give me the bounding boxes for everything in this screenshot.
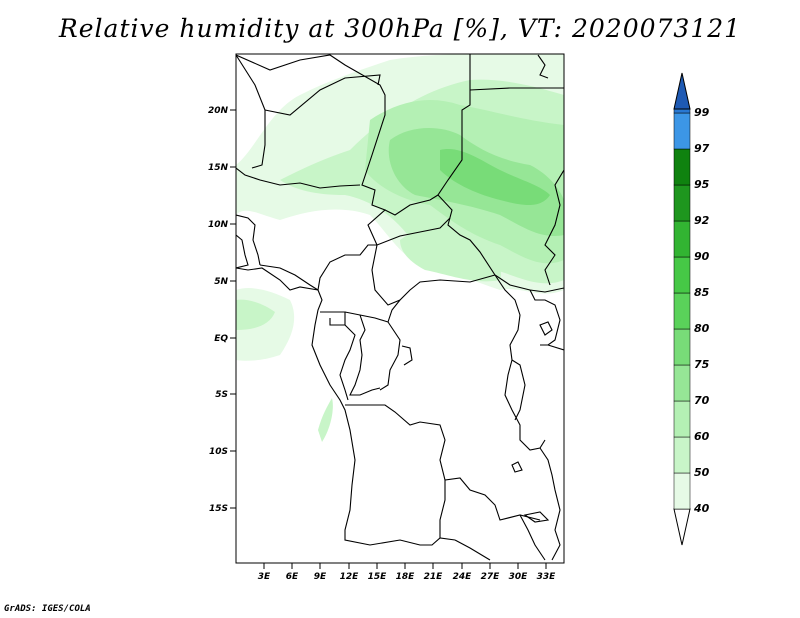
lat-label-10n: 10N bbox=[208, 220, 229, 230]
colorbar-label-85: 85 bbox=[694, 286, 710, 299]
lat-label-5s: 5S bbox=[215, 390, 228, 400]
latitude-axis: 20N 15N 10N 5N EQ 5S 10S 15S bbox=[208, 106, 236, 514]
lon-label-12e: 12E bbox=[340, 572, 360, 582]
country-borders bbox=[236, 54, 564, 561]
colorbar-segment-92 bbox=[673, 184, 691, 222]
lon-label-15e: 15E bbox=[368, 572, 388, 582]
colorbar-label-90: 90 bbox=[694, 250, 710, 263]
colorbar-label-70: 70 bbox=[694, 394, 710, 407]
lat-label-eq: EQ bbox=[214, 334, 228, 344]
lat-label-15n: 15N bbox=[208, 163, 229, 173]
lon-label-30e: 30E bbox=[509, 572, 529, 582]
colorbar-segment-75 bbox=[673, 328, 691, 366]
colorbar-label-60: 60 bbox=[694, 430, 710, 443]
map-frame bbox=[235, 53, 565, 564]
colorbar-label-50: 50 bbox=[694, 466, 710, 479]
colorbar-label-97: 97 bbox=[694, 142, 710, 155]
lat-label-15s: 15S bbox=[209, 504, 228, 514]
colorbar-segment-50 bbox=[673, 436, 691, 474]
colorbar-label-80: 80 bbox=[694, 322, 710, 335]
colorbar: 40 50 60 70 75 80 85 90 92 95 97 99 bbox=[673, 72, 710, 546]
humidity-shading bbox=[236, 54, 564, 442]
lat-label-20n: 20N bbox=[208, 106, 229, 116]
colorbar-segment-90 bbox=[673, 220, 691, 258]
colorbar-label-92: 92 bbox=[694, 214, 710, 227]
lon-label-21e: 21E bbox=[424, 572, 444, 582]
colorbar-segment-80 bbox=[673, 292, 691, 330]
colorbar-label-99: 99 bbox=[694, 106, 710, 119]
lon-label-3e: 3E bbox=[258, 572, 271, 582]
colorbar-segment-85 bbox=[673, 256, 691, 294]
colorbar-segment-97 bbox=[673, 112, 691, 150]
lon-label-27e: 27E bbox=[481, 572, 501, 582]
lon-label-33e: 33E bbox=[537, 572, 557, 582]
lat-label-10s: 10S bbox=[209, 447, 228, 457]
colorbar-segment-99 bbox=[673, 108, 691, 114]
colorbar-top-triangle bbox=[673, 72, 691, 110]
colorbar-label-75: 75 bbox=[694, 358, 710, 371]
lon-label-6e: 6E bbox=[286, 572, 299, 582]
lat-label-5n: 5N bbox=[214, 277, 228, 287]
colorbar-bottom-triangle bbox=[673, 508, 691, 546]
colorbar-segment-40 bbox=[673, 472, 691, 510]
colorbar-label-40: 40 bbox=[693, 502, 710, 515]
lon-label-18e: 18E bbox=[396, 572, 416, 582]
longitude-axis: 3E 6E 9E 12E 15E 18E 21E 24E 27E 30E 33E bbox=[258, 563, 556, 582]
grads-credit: GrADS: IGES/COLA bbox=[4, 604, 91, 614]
colorbar-segment-60 bbox=[673, 400, 691, 438]
colorbar-segment-70 bbox=[673, 364, 691, 402]
lon-label-24e: 24E bbox=[453, 572, 473, 582]
colorbar-segment-95 bbox=[673, 148, 691, 186]
lon-label-9e: 9E bbox=[314, 572, 327, 582]
colorbar-label-95: 95 bbox=[694, 178, 710, 191]
map-title: Relative humidity at 300hPa [%], VT: 202… bbox=[58, 14, 742, 43]
